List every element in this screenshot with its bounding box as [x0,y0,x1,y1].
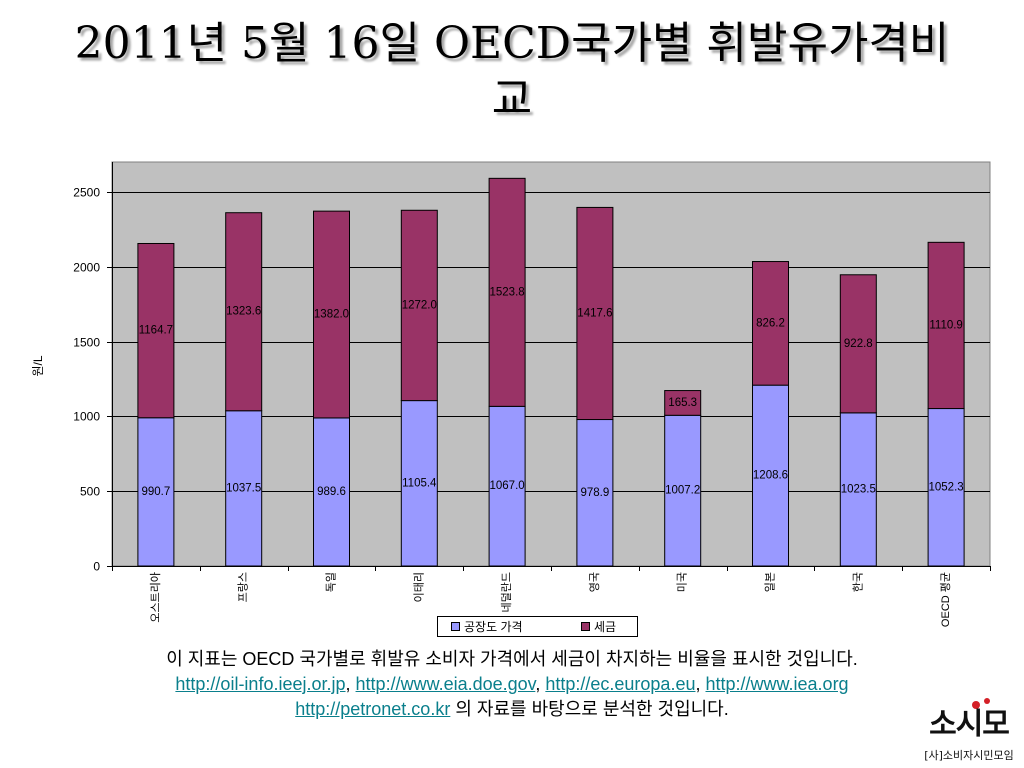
bar-factory-price-uk [576,419,614,567]
data-label-tax-germany: 1382.0 [314,309,349,321]
data-label-tax-uk: 1417.6 [577,307,612,319]
source-link-petronet[interactable]: http://petronet.co.kr [295,699,451,719]
x-tick-label-netherlands: 네덜란드 [500,572,513,612]
data-label-tax-italy: 1272.0 [402,299,437,311]
stacked-bar-chart: 0 500 1000 1500 2000 2500 990.7 1164.7 1037.5 132… [31,161,991,637]
x-tick-label-france: 프랑스 [237,572,250,602]
logo-name: [사]소비자시민모임 [924,749,1014,762]
bar-factory-price-france [225,410,263,567]
note-suffix: 의 자료를 바탕으로 분석한 것입니다. [455,699,729,719]
data-label-factory-price-oecd-average: 1052.3 [929,481,964,493]
link-separator: , [535,674,541,694]
slide-title: 2011년 5월 16일 OECD국가별 휘발유가격비 교 [0,16,1024,128]
x-tick-label-usa: 미국 [676,572,689,592]
bar-tax-italy [400,209,438,402]
note-description: 이 지표는 OECD 국가별로 휘발유 소비자 가격에서 세금이 차지하는 비율… [166,649,858,669]
bar-factory-price-netherlands [488,405,526,567]
y-tick-label-0: 0 [93,560,100,574]
bar-tax-netherlands [488,177,526,407]
data-label-tax-oecd-average: 1110.9 [929,319,962,331]
data-label-tax-austria: 1164.7 [139,325,173,337]
bar-tax-oecd-average [927,241,965,410]
bar-factory-price-oecd-average [927,408,965,567]
slide-title-line: 2011년 5월 16일 OECD국가별 휘발유가격비 [74,18,950,69]
source-link-iea[interactable]: http://www.iea.org [705,674,849,694]
source-link-europa[interactable]: http://ec.europa.eu [545,674,696,694]
bar-factory-price-korea [839,412,877,567]
x-tick-label-italy: 이태리 [412,572,425,602]
link-separator: , [345,674,351,694]
bar-tax-uk [576,206,614,421]
legend-label-tax: 세금 [594,620,616,634]
y-tick-label-1000: 1000 [73,410,100,424]
legend-box [437,616,638,637]
y-tick-label-1500: 1500 [73,336,100,350]
bar-factory-price-japan [752,384,789,567]
data-label-tax-netherlands: 1523.8 [490,286,525,298]
bar-factory-price-austria [137,417,175,567]
data-label-tax-japan: 826.2 [756,317,785,329]
data-label-factory-price-italy: 1105.4 [402,477,437,489]
bar-tax-japan [752,261,789,386]
y-tick-label-2500: 2500 [73,186,100,200]
data-label-factory-price-korea: 1023.5 [841,483,876,495]
source-last-line: http://petronet.co.kr 의 자료를 바탕으로 분석한 것입니… [0,697,1024,722]
x-tick-label-oecd-average: OECD 평균 [939,572,952,627]
x-tick-label-korea: 한국 [851,572,864,592]
bar-tax-austria [137,242,175,419]
source-note: 이 지표는 OECD 국가별로 휘발유 소비자 가격에서 세금이 차지하는 비율… [0,647,1024,722]
data-label-factory-price-japan: 1208.6 [753,470,788,482]
link-separator: , [695,674,701,694]
bar-tax-korea [839,274,877,414]
y-axis-title: 원/L [31,355,45,376]
x-tick-label-germany: 독일 [324,572,338,592]
data-label-tax-usa: 165.3 [668,397,697,409]
logo-dot [984,698,990,704]
data-label-tax-korea: 922.8 [844,338,873,350]
legend: 공장도 가격 세금 [437,616,638,637]
x-tick-label-austria: 오스트리아 [149,572,162,623]
slide-title-line: 교 [491,74,533,125]
data-label-factory-price-uk: 978.9 [581,487,610,499]
legend-swatch-tax [581,622,590,631]
bar-tax-germany [313,210,350,419]
source-links-line: http://oil-info.ieej.or.jp, http://www.e… [0,672,1024,697]
x-tick-label-japan: 일본 [763,572,777,592]
y-tick-label-500: 500 [80,485,100,499]
x-tick-label-uk: 영국 [588,572,601,592]
logo-dot [972,701,980,709]
data-label-factory-price-france: 1037.5 [226,482,261,494]
legend-label-factory-price: 공장도 가격 [464,620,523,634]
data-label-factory-price-germany: 989.6 [317,486,346,498]
logo-mark: 소시모 [929,707,1009,742]
data-label-factory-price-netherlands: 1067.0 [490,480,525,492]
source-link-ieej[interactable]: http://oil-info.ieej.or.jp [175,674,346,694]
data-label-factory-price-austria: 990.7 [142,486,171,498]
organization-logo: 소시모 [사]소비자시민모임 [924,698,1014,762]
y-tick-label-2000: 2000 [73,261,100,275]
bar-tax-usa [664,390,702,416]
data-label-tax-france: 1323.6 [226,306,261,318]
legend-swatch-factory-price [451,622,460,631]
source-link-eia[interactable]: http://www.eia.doe.gov [355,674,536,694]
bar-tax-france [225,212,263,412]
data-label-factory-price-usa: 1007.2 [665,485,700,497]
